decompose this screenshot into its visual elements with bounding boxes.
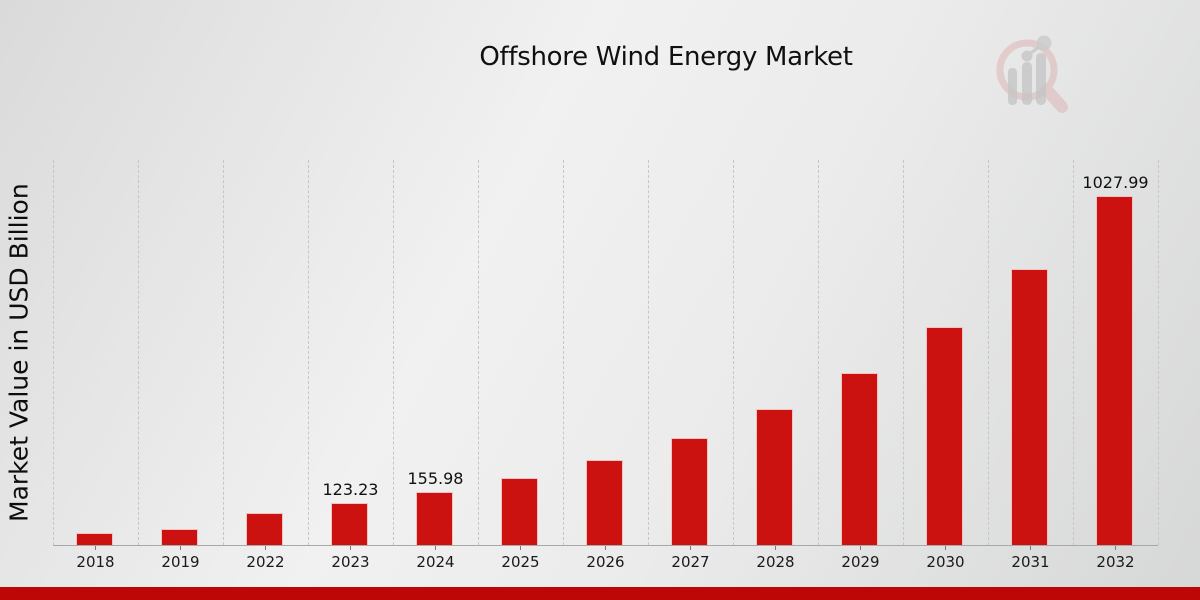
bar-value-label: 123.23 [322, 480, 379, 500]
x-axis-tick [1030, 545, 1031, 550]
gridline [223, 160, 224, 545]
gridline [903, 160, 904, 545]
x-axis-tick-label: 2029 [841, 553, 880, 571]
magnifier-bar-chart-logo [996, 35, 1068, 113]
bar-2022 [246, 513, 283, 545]
gridline [988, 160, 989, 545]
gridline [818, 160, 819, 545]
bar-2027 [671, 437, 708, 545]
x-axis-tick [350, 545, 351, 550]
gridline [53, 160, 54, 545]
category-slot: 155.98 2024 [393, 160, 478, 571]
bar-2028 [756, 409, 793, 545]
x-axis-tick [265, 545, 266, 550]
x-axis-tick-label: 2025 [501, 553, 540, 571]
plot-area: 2018 2019 2022 123.23 2023 155.98 2024 2025 2026… [53, 160, 1159, 571]
bar-2019 [161, 529, 198, 545]
x-axis-tick-label: 2031 [1011, 553, 1050, 571]
x-axis-tick [775, 545, 776, 550]
bar-2030 [926, 327, 963, 545]
x-axis-tick-label: 2028 [756, 553, 795, 571]
x-axis-tick [180, 545, 181, 550]
footer-accent-bar [0, 587, 1200, 600]
bar-2031 [1011, 269, 1048, 545]
gridline [478, 160, 479, 545]
category-slot: 2030 [903, 160, 988, 571]
bar-2029 [841, 372, 878, 545]
category-slot: 123.23 2023 [308, 160, 393, 571]
x-axis-tick-label: 2023 [331, 553, 370, 571]
category-slot: 2031 [988, 160, 1073, 571]
x-axis-tick [860, 545, 861, 550]
category-slot: 2027 [648, 160, 733, 571]
bar-value-label: 1027.99 [1082, 173, 1149, 192]
gridline [393, 160, 394, 545]
bar-2025 [501, 478, 538, 545]
x-axis-tick [435, 545, 436, 550]
x-axis-tick [520, 545, 521, 550]
bar-value-label: 155.98 [407, 469, 464, 488]
category-slot: 1027.99 2032 [1073, 160, 1158, 571]
gridline [1158, 160, 1159, 545]
bar-2018 [76, 533, 113, 545]
category-slot: 2029 [818, 160, 903, 571]
x-axis-tick [95, 545, 96, 550]
x-axis-tick [945, 545, 946, 550]
bar-trend-icon [1008, 35, 1052, 105]
chart-title: Offshore Wind Energy Market [479, 42, 853, 72]
gridline [648, 160, 649, 545]
gridline [1073, 160, 1074, 545]
category-slot: 2025 [478, 160, 563, 571]
x-axis-tick [1115, 545, 1116, 550]
bar-2026 [586, 460, 623, 545]
category-slot: 2028 [733, 160, 818, 571]
x-axis-line [53, 545, 1158, 546]
x-axis-tick-label: 2027 [671, 553, 710, 571]
x-axis-tick [690, 545, 691, 550]
gridline [733, 160, 734, 545]
category-slot: 2022 [223, 160, 308, 571]
gridline [138, 160, 139, 545]
x-axis-tick-label: 2026 [586, 553, 625, 571]
x-axis-tick-label: 2019 [161, 553, 200, 571]
category-slot: 2019 [138, 160, 223, 571]
bar-2023 [331, 503, 368, 545]
x-axis-tick-label: 2022 [246, 553, 285, 571]
gridline [563, 160, 564, 545]
x-axis-tick-label: 2018 [76, 553, 115, 571]
category-slot: 2026 [563, 160, 648, 571]
category-slot: 2018 [53, 160, 138, 571]
x-axis-tick-label: 2024 [416, 553, 455, 571]
bar-2032 [1096, 196, 1133, 545]
bar-2024 [416, 492, 453, 545]
x-axis-tick-label: 2030 [926, 553, 965, 571]
gridline [308, 160, 309, 545]
x-axis-tick-label: 2032 [1096, 553, 1135, 571]
x-axis-tick [605, 545, 606, 550]
y-axis-title: Market Value in USD Billion [4, 183, 34, 522]
